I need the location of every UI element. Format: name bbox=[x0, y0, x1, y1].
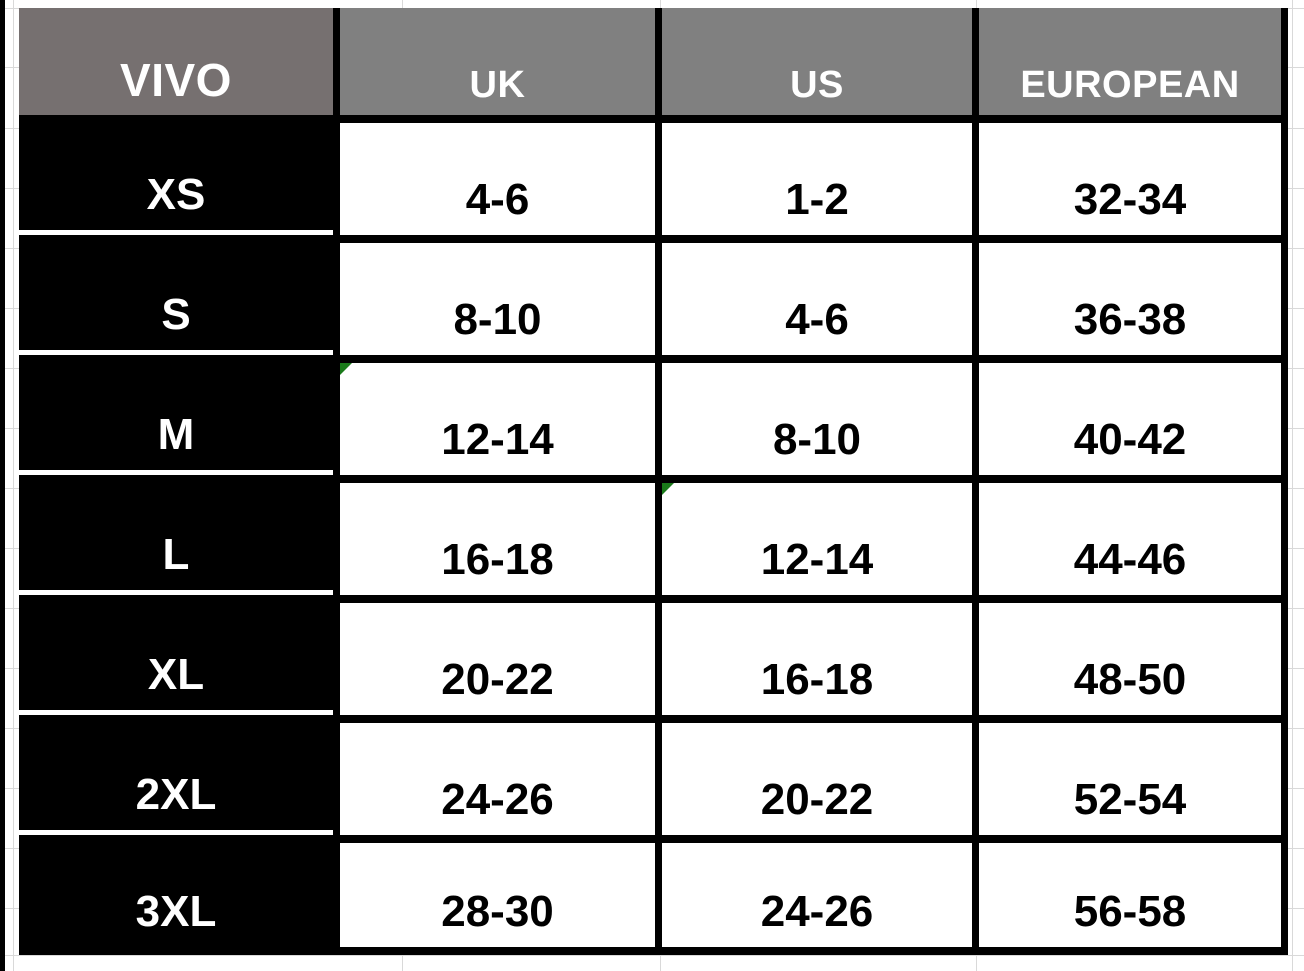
us-size-3xl: 24-26 bbox=[655, 835, 972, 955]
table-row: 3XL 28-30 24-26 56-58 bbox=[19, 835, 1288, 955]
european-size-xl: 48-50 bbox=[972, 595, 1288, 715]
size-label-3xl: 3XL bbox=[19, 835, 333, 955]
european-size-l: 44-46 bbox=[972, 475, 1288, 595]
us-size-2xl: 20-22 bbox=[655, 715, 972, 835]
comment-marker-icon bbox=[662, 483, 674, 495]
table-row: 2XL 24-26 20-22 52-54 bbox=[19, 715, 1288, 835]
size-label-l: L bbox=[19, 475, 333, 595]
gridline-vertical bbox=[13, 0, 14, 971]
table-row: M 12-14 8-10 40-42 bbox=[19, 355, 1288, 475]
gridline-horizontal bbox=[0, 955, 1304, 956]
size-chart-table: VIVO UK US EUROPEAN XS 4-6 1-2 32-34 S 8… bbox=[19, 8, 1288, 955]
us-size-xs: 1-2 bbox=[655, 115, 972, 235]
uk-size-xs: 4-6 bbox=[333, 115, 655, 235]
european-size-3xl: 56-58 bbox=[972, 835, 1288, 955]
column-header-vivo: VIVO bbox=[19, 8, 333, 115]
gridline-vertical bbox=[1292, 0, 1293, 971]
european-size-m: 40-42 bbox=[972, 355, 1288, 475]
table-row: S 8-10 4-6 36-38 bbox=[19, 235, 1288, 355]
european-size-2xl: 52-54 bbox=[972, 715, 1288, 835]
size-label-s: S bbox=[19, 235, 333, 355]
table-row: XL 20-22 16-18 48-50 bbox=[19, 595, 1288, 715]
size-label-m: M bbox=[19, 355, 333, 475]
column-header-uk: UK bbox=[333, 8, 655, 115]
european-size-s: 36-38 bbox=[972, 235, 1288, 355]
uk-size-s: 8-10 bbox=[333, 235, 655, 355]
size-label-xs: XS bbox=[19, 115, 333, 235]
table-row: L 16-18 12-14 44-46 bbox=[19, 475, 1288, 595]
uk-size-2xl: 24-26 bbox=[333, 715, 655, 835]
table-row: XS 4-6 1-2 32-34 bbox=[19, 115, 1288, 235]
uk-size-m: 12-14 bbox=[333, 355, 655, 475]
table-header-row: VIVO UK US EUROPEAN bbox=[19, 8, 1288, 115]
uk-size-l: 16-18 bbox=[333, 475, 655, 595]
us-size-s: 4-6 bbox=[655, 235, 972, 355]
comment-marker-icon bbox=[340, 363, 352, 375]
uk-size-3xl: 28-30 bbox=[333, 835, 655, 955]
us-size-xl: 16-18 bbox=[655, 595, 972, 715]
column-header-european: EUROPEAN bbox=[972, 8, 1288, 115]
size-label-xl: XL bbox=[19, 595, 333, 715]
size-label-2xl: 2XL bbox=[19, 715, 333, 835]
sheet-left-rule bbox=[0, 0, 5, 971]
us-size-l: 12-14 bbox=[655, 475, 972, 595]
european-size-xs: 32-34 bbox=[972, 115, 1288, 235]
column-header-us: US bbox=[655, 8, 972, 115]
us-size-m: 8-10 bbox=[655, 355, 972, 475]
uk-size-xl: 20-22 bbox=[333, 595, 655, 715]
